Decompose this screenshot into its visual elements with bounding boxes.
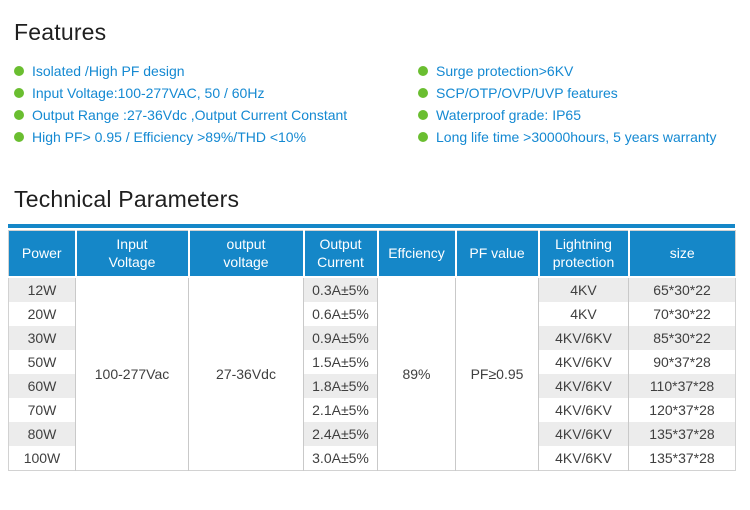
cell-power: 80W [8,421,76,446]
table-body: 12W 100-277Vac 27-36Vdc 0.3A±5% 89% PF≥0… [8,276,736,470]
cell-output-voltage-merged: 27-36Vdc [188,276,304,470]
feature-item: Waterproof grade: IP65 [418,104,750,126]
col-header-power: Power [8,230,76,278]
cell-output-current: 1.5A±5% [303,349,378,374]
feature-item: High PF> 0.95 / Efficiency >89%/THD <10% [14,126,418,148]
bullet-dot-icon [418,110,428,120]
bullet-dot-icon [418,132,428,142]
cell-lightning: 4KV/6KV [538,421,629,446]
cell-size: 135*37*28 [628,421,736,446]
feature-item: Isolated /High PF design [14,60,418,82]
cell-power: 70W [8,397,76,422]
table-row: 30W 0.9A±5% 4KV/6KV 85*30*22 [8,325,736,350]
features-title: Features [14,19,107,45]
cell-output-current: 2.4A±5% [303,421,378,446]
feature-text: Long life time >30000hours, 5 years warr… [436,129,717,145]
feature-item: Surge protection>6KV [418,60,750,82]
cell-output-current: 0.3A±5% [303,276,378,302]
cell-size: 90*37*28 [628,349,736,374]
feature-text: High PF> 0.95 / Efficiency >89%/THD <10% [32,129,307,145]
feature-text: Input Voltage:100-277VAC, 50 / 60Hz [32,85,265,101]
col-header-efficiency: Effciency [376,230,456,278]
cell-size: 110*37*28 [628,373,736,398]
cell-output-current: 0.9A±5% [303,325,378,350]
feature-text: Surge protection>6KV [436,63,574,79]
table-row: 70W 2.1A±5% 4KV/6KV 120*37*28 [8,397,736,422]
cell-output-current: 2.1A±5% [303,397,378,422]
cell-power: 60W [8,373,76,398]
cell-output-current: 3.0A±5% [303,445,378,470]
feature-item: SCP/OTP/OVP/UVP features [418,82,750,104]
cell-input-voltage-merged: 100-277Vac [75,276,189,470]
cell-pf-value-merged: PF≥0.95 [455,276,539,470]
cell-power: 100W [8,445,76,470]
cell-efficiency-merged: 89% [377,276,456,470]
feature-text: Waterproof grade: IP65 [436,107,582,123]
col-header-lightning-protection: Lightning protection [537,230,629,278]
cell-size: 120*37*28 [628,397,736,422]
table-row: 60W 1.8A±5% 4KV/6KV 110*37*28 [8,373,736,398]
col-header-output-voltage: output voltage [187,230,304,278]
feature-text: Output Range :27-36Vdc ,Output Current C… [32,107,348,123]
feature-text: SCP/OTP/OVP/UVP features [436,85,618,101]
table-top-strip [8,224,735,228]
cell-size: 85*30*22 [628,325,736,350]
table-row: 100W 3.0A±5% 4KV/6KV 135*37*28 [8,445,736,470]
table-row: 50W 1.5A±5% 4KV/6KV 90*37*28 [8,349,736,374]
features-list-left: Isolated /High PF design Input Voltage:1… [14,60,418,148]
cell-power: 12W [8,276,76,302]
col-header-output-current: Output Current [302,230,378,278]
cell-power: 50W [8,349,76,374]
cell-lightning: 4KV [538,301,629,326]
features-list: Isolated /High PF design Input Voltage:1… [14,60,750,148]
bullet-dot-icon [418,88,428,98]
cell-lightning: 4KV/6KV [538,349,629,374]
technical-parameters-table: Power Input Voltage output voltage Outpu… [8,230,736,471]
cell-lightning: 4KV/6KV [538,397,629,422]
feature-item: Output Range :27-36Vdc ,Output Current C… [14,104,418,126]
technical-parameters-title: Technical Parameters [14,186,240,212]
bullet-dot-icon [14,132,24,142]
table-header: Power Input Voltage output voltage Outpu… [8,230,736,278]
cell-lightning: 4KV [538,276,629,302]
cell-size: 135*37*28 [628,445,736,470]
cell-size: 65*30*22 [628,276,736,302]
bullet-dot-icon [14,110,24,120]
feature-item: Input Voltage:100-277VAC, 50 / 60Hz [14,82,418,104]
cell-lightning: 4KV/6KV [538,325,629,350]
cell-output-current: 1.8A±5% [303,373,378,398]
bullet-dot-icon [418,66,428,76]
col-header-size: size [627,230,736,278]
feature-text: Isolated /High PF design [32,63,185,79]
cell-lightning: 4KV/6KV [538,445,629,470]
cell-power: 30W [8,325,76,350]
table-row: 12W 100-277Vac 27-36Vdc 0.3A±5% 89% PF≥0… [8,276,736,470]
features-list-right: Surge protection>6KV SCP/OTP/OVP/UVP fea… [418,60,750,148]
cell-output-current: 0.6A±5% [303,301,378,326]
cell-lightning: 4KV/6KV [538,373,629,398]
bullet-dot-icon [14,66,24,76]
table-row: 20W 0.6A±5% 4KV 70*30*22 [8,301,736,326]
cell-size: 70*30*22 [628,301,736,326]
col-header-pf-value: PF value [454,230,539,278]
feature-item: Long life time >30000hours, 5 years warr… [418,126,750,148]
bullet-dot-icon [14,88,24,98]
col-header-input-voltage: Input Voltage [74,230,189,278]
cell-power: 20W [8,301,76,326]
table-row: 80W 2.4A±5% 4KV/6KV 135*37*28 [8,421,736,446]
